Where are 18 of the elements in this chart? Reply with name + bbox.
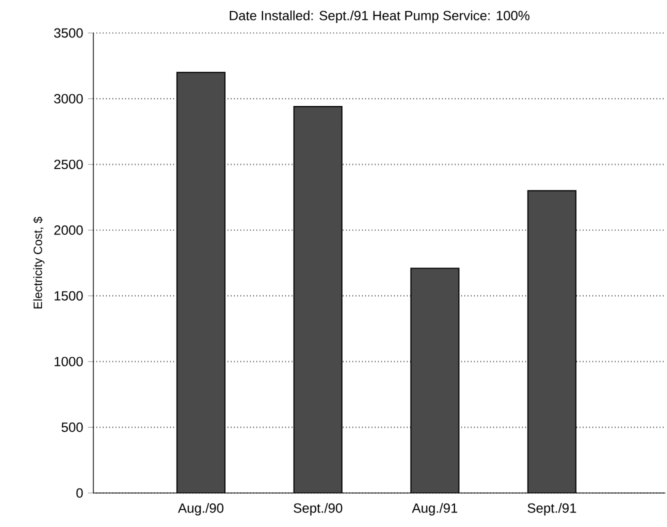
x-tick-label: Aug./90 bbox=[178, 503, 224, 516]
x-tick-label: Sept./91 bbox=[528, 503, 576, 516]
bar bbox=[293, 106, 342, 493]
y-tick-label: 1000 bbox=[54, 356, 83, 366]
y-tick-label: 3000 bbox=[54, 94, 83, 104]
bar bbox=[176, 72, 226, 493]
bar bbox=[527, 190, 576, 493]
y-tick-label: 500 bbox=[62, 422, 83, 432]
y-tick-label: 1500 bbox=[54, 291, 83, 301]
y-tick-label: 3500 bbox=[54, 28, 83, 38]
bar bbox=[410, 268, 460, 493]
chart-title: Date Installed: Sept./91 Heat Pump Service: 100% bbox=[230, 10, 530, 23]
x-tick-label: Aug./91 bbox=[412, 503, 458, 516]
y-tick-label: 0 bbox=[76, 488, 83, 498]
y-axis-title: Electricity Cost, $ bbox=[33, 216, 44, 308]
y-tick-label: 2000 bbox=[54, 225, 83, 235]
x-tick-label: Sept./90 bbox=[294, 503, 342, 516]
y-tick-label: 2500 bbox=[54, 160, 83, 170]
